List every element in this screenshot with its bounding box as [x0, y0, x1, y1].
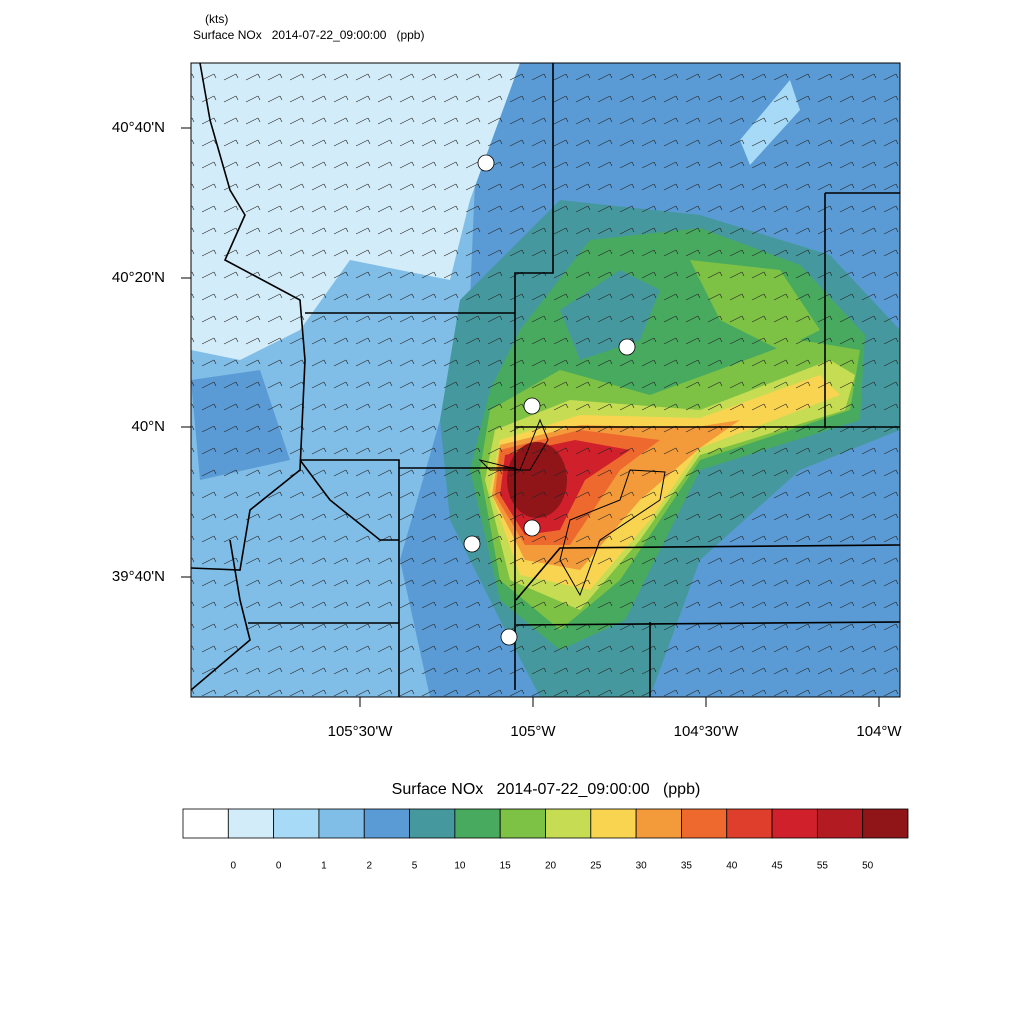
lat-label: 40°N	[131, 418, 165, 435]
colorbar-label: 40	[726, 861, 738, 872]
colorbar-box	[590, 808, 637, 839]
map-title: Surface NOx 2014-07-22_09:00:00 (ppb)	[193, 28, 424, 42]
lat-label: 39°40'N	[112, 568, 165, 585]
lon-label: 105°30'W	[328, 723, 394, 740]
colorbar-label: 1	[321, 861, 327, 872]
colorbar-box	[635, 808, 682, 839]
colorbar-label: 5	[412, 861, 418, 872]
lon-label: 104°W	[856, 723, 902, 740]
colorbar-title: Surface NOx 2014-07-22_09:00:00 (ppb)	[392, 781, 701, 798]
colorbar: 0 0 1 2 5 10 15 20 25 30 35 40 45 55 50	[182, 808, 909, 872]
colorbar-box	[363, 808, 410, 839]
boundaries	[191, 63, 900, 697]
colorbar-box	[816, 808, 864, 839]
lat-label: 40°20'N	[112, 269, 165, 286]
colorbar-label: 10	[454, 861, 466, 872]
wind-barbs	[191, 63, 900, 697]
lon-label: 105°W	[510, 723, 556, 740]
stations	[463, 154, 636, 646]
colorbar-label: 45	[772, 861, 784, 872]
colorbar-box	[862, 808, 909, 839]
colorbar-box	[182, 808, 229, 839]
units-label: (kts)	[205, 12, 228, 26]
lon-label: 104°30'W	[674, 723, 740, 740]
colorbar-label: 30	[636, 861, 648, 872]
map-frame	[190, 62, 901, 698]
axis-labels: 40°40'N 40°20'N 40°N 39°40'N 105°30'W 105°W 10…	[112, 119, 903, 740]
colorbar-label: 0	[276, 861, 282, 872]
colorbar-label: 2	[366, 861, 372, 872]
colorbar-label: 55	[817, 861, 829, 872]
colorbar-box	[318, 808, 365, 839]
lat-label: 40°40'N	[112, 119, 165, 136]
colorbar-label: 15	[500, 861, 512, 872]
colorbar-box	[499, 808, 546, 839]
colorbar-box	[545, 808, 592, 839]
colorbar-box	[454, 808, 501, 839]
colorbar-label: 25	[590, 861, 602, 872]
colorbar-box	[771, 808, 818, 839]
colorbar-box	[726, 808, 773, 839]
colorbar-box	[409, 808, 456, 839]
colorbar-box	[273, 808, 320, 839]
colorbar-label: 35	[681, 861, 693, 872]
map-field	[191, 63, 900, 697]
colorbar-box	[681, 808, 728, 839]
colorbar-label: 0	[231, 861, 237, 872]
colorbar-label: 50	[862, 861, 874, 872]
colorbar-box	[227, 808, 275, 839]
colorbar-label: 20	[545, 861, 557, 872]
